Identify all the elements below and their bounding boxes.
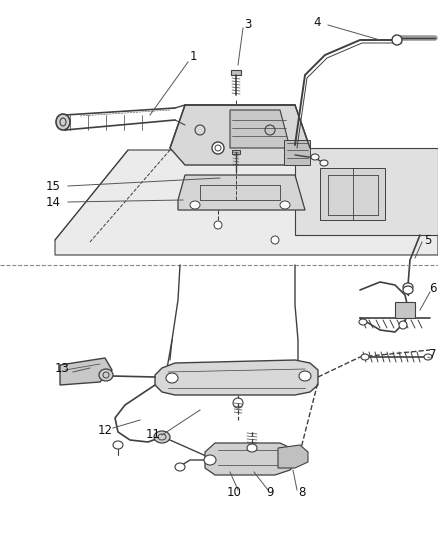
Ellipse shape <box>320 160 328 166</box>
Polygon shape <box>60 358 112 385</box>
Polygon shape <box>155 360 318 395</box>
Ellipse shape <box>175 463 185 471</box>
Ellipse shape <box>233 398 243 408</box>
Polygon shape <box>178 175 305 210</box>
Text: 14: 14 <box>46 196 60 208</box>
Ellipse shape <box>403 283 413 291</box>
Text: 13: 13 <box>55 361 70 375</box>
Ellipse shape <box>99 369 113 381</box>
Ellipse shape <box>214 221 222 229</box>
Polygon shape <box>205 443 298 475</box>
Text: 12: 12 <box>98 424 113 437</box>
Ellipse shape <box>399 321 407 329</box>
Text: 9: 9 <box>266 487 274 499</box>
Polygon shape <box>284 140 310 165</box>
Polygon shape <box>295 148 438 235</box>
Ellipse shape <box>56 114 70 130</box>
Ellipse shape <box>212 142 224 154</box>
Text: 11: 11 <box>145 429 160 441</box>
Polygon shape <box>320 168 385 220</box>
Text: 15: 15 <box>46 180 60 192</box>
Ellipse shape <box>311 154 319 160</box>
Text: 7: 7 <box>429 349 437 361</box>
Polygon shape <box>232 150 240 154</box>
Ellipse shape <box>154 431 170 443</box>
Ellipse shape <box>424 354 432 360</box>
Ellipse shape <box>280 201 290 209</box>
Text: 6: 6 <box>429 281 437 295</box>
Text: 5: 5 <box>424 233 432 246</box>
Polygon shape <box>170 105 310 165</box>
Polygon shape <box>231 70 241 75</box>
Polygon shape <box>55 150 438 255</box>
Text: 10: 10 <box>226 487 241 499</box>
Ellipse shape <box>361 354 369 360</box>
Ellipse shape <box>166 373 178 383</box>
Polygon shape <box>230 110 290 148</box>
Text: 3: 3 <box>244 19 252 31</box>
Ellipse shape <box>113 441 123 449</box>
Ellipse shape <box>392 35 402 45</box>
Polygon shape <box>278 445 308 468</box>
Text: 8: 8 <box>298 487 306 499</box>
Ellipse shape <box>299 371 311 381</box>
Text: 4: 4 <box>313 15 321 28</box>
Ellipse shape <box>271 236 279 244</box>
Ellipse shape <box>204 455 216 465</box>
Polygon shape <box>395 302 415 318</box>
Ellipse shape <box>403 286 413 294</box>
Ellipse shape <box>190 201 200 209</box>
Ellipse shape <box>247 444 257 452</box>
Ellipse shape <box>359 319 367 325</box>
Text: 1: 1 <box>189 51 197 63</box>
